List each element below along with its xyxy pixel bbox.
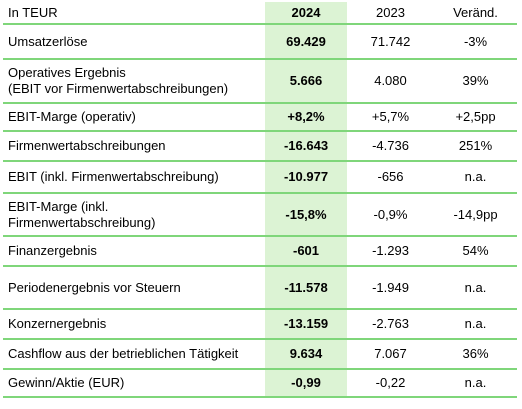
value-change: 39% — [462, 73, 489, 88]
table-row: Periodenergebnis vor Steuern -11.578 -1.94… — [3, 266, 517, 309]
row-label-line: Konzernergebnis — [8, 316, 107, 331]
header-change: Veränd. — [434, 2, 517, 25]
header-2024: 2024 — [265, 2, 347, 25]
value-2024: 9.634 — [265, 339, 347, 369]
row-label: Konzernergebnis — [3, 309, 265, 339]
table-row: Gewinn/Aktie (EUR) -0,99 -0,22 n.a. — [3, 369, 517, 397]
value-2023: +5,7% — [371, 109, 410, 124]
row-label-line: Cashflow aus der betrieblichen Tätigkeit — [8, 346, 239, 361]
value-2023: -0,22 — [375, 375, 406, 390]
table-row: EBIT-Marge (inkl. Firmenwertabschreibung)… — [3, 193, 517, 236]
row-label-line: Firmenwertabschreibungen — [8, 138, 166, 153]
table-row: Finanzergebnis -601 -1.293 54% — [3, 236, 517, 266]
row-label-line: Periodenergebnis vor Steuern — [8, 279, 181, 295]
value-change: -14,9pp — [453, 206, 498, 222]
table-row: EBIT (inkl. Firmenwertabschreibung) -10.9… — [3, 161, 517, 193]
table-row: Firmenwertabschreibungen -16.643 -4.736 251… — [3, 131, 517, 161]
row-label: Firmenwertabschreibungen — [3, 131, 265, 161]
value-change: -3% — [463, 33, 488, 49]
value-2024: -16.643 — [265, 131, 347, 161]
value-change: 36% — [462, 346, 489, 361]
row-label: EBIT-Marge (inkl. Firmenwertabschreibung) — [3, 193, 265, 236]
table-row: EBIT-Marge (operativ) +8,2% +5,7% +2,5pp — [3, 103, 517, 131]
row-label: EBIT (inkl. Firmenwertabschreibung) — [3, 161, 265, 193]
table-row: Konzernergebnis -13.159 -2.763 n.a. — [3, 309, 517, 339]
value-2023: 4.080 — [374, 73, 407, 88]
value-2024: +8,2% — [265, 103, 347, 131]
row-label: Umsatzerlöse — [3, 24, 265, 59]
value-change: n.a. — [464, 169, 487, 184]
header-2023: 2023 — [347, 2, 434, 25]
value-2023: 71.742 — [370, 33, 411, 49]
value-2023: -4.736 — [372, 138, 409, 153]
value-2024: -0,99 — [265, 369, 347, 397]
financial-summary-table: In TEUR 2024 2023 Veränd. Umsatzerlöse 69… — [3, 2, 517, 398]
value-change: n.a. — [464, 279, 487, 295]
row-label-line: EBIT-Marge (operativ) — [8, 109, 136, 124]
row-label: Periodenergebnis vor Steuern — [3, 266, 265, 309]
row-label-line: Umsatzerlöse — [8, 33, 88, 49]
value-2023: -656 — [377, 169, 404, 184]
row-label-line: Finanzergebnis — [8, 243, 97, 258]
value-2024: -10.977 — [265, 161, 347, 193]
row-label-line: (EBIT vor Firmenwertabschreibungen) — [8, 81, 229, 96]
value-2024: -13.159 — [265, 309, 347, 339]
value-2024: 69.429 — [265, 24, 347, 59]
value-2023: -1.949 — [372, 279, 409, 295]
value-2023: -0,9% — [373, 206, 408, 222]
row-label: Cashflow aus der betrieblichen Tätigkeit — [3, 339, 265, 369]
value-2023: -1.293 — [372, 243, 409, 258]
table-header-row: In TEUR 2024 2023 Veränd. — [3, 2, 517, 25]
value-2024: -11.578 — [265, 266, 347, 309]
table-row: Operatives Ergebnis (EBIT vor Firmenwerta… — [3, 59, 517, 103]
value-change: n.a. — [464, 375, 487, 390]
value-change: 251% — [458, 138, 493, 153]
value-change: n.a. — [464, 316, 487, 331]
value-2024: -601 — [265, 236, 347, 266]
table-row: Cashflow aus der betrieblichen Tätigkeit… — [3, 339, 517, 369]
row-label: Operatives Ergebnis (EBIT vor Firmenwerta… — [3, 59, 265, 103]
value-change: 54% — [462, 243, 489, 258]
row-label: Gewinn/Aktie (EUR) — [3, 369, 265, 397]
row-label-line: Operatives Ergebnis — [8, 65, 126, 80]
value-2023: 7.067 — [374, 346, 407, 361]
row-label: Finanzergebnis — [3, 236, 265, 266]
row-label-line: Firmenwertabschreibung) — [8, 214, 156, 230]
row-label: EBIT-Marge (operativ) — [3, 103, 265, 131]
row-label-line: EBIT-Marge (inkl. — [8, 198, 109, 214]
value-change: +2,5pp — [455, 109, 496, 124]
table-row: Umsatzerlöse 69.429 71.742 -3% — [3, 24, 517, 59]
row-label-line: Gewinn/Aktie (EUR) — [8, 375, 125, 390]
value-2024: -15,8% — [265, 193, 347, 236]
header-unit-label: In TEUR — [3, 2, 265, 25]
value-2023: -2.763 — [372, 316, 409, 331]
row-label-line: EBIT (inkl. Firmenwertabschreibung) — [8, 169, 219, 184]
value-2024: 5.666 — [265, 59, 347, 103]
